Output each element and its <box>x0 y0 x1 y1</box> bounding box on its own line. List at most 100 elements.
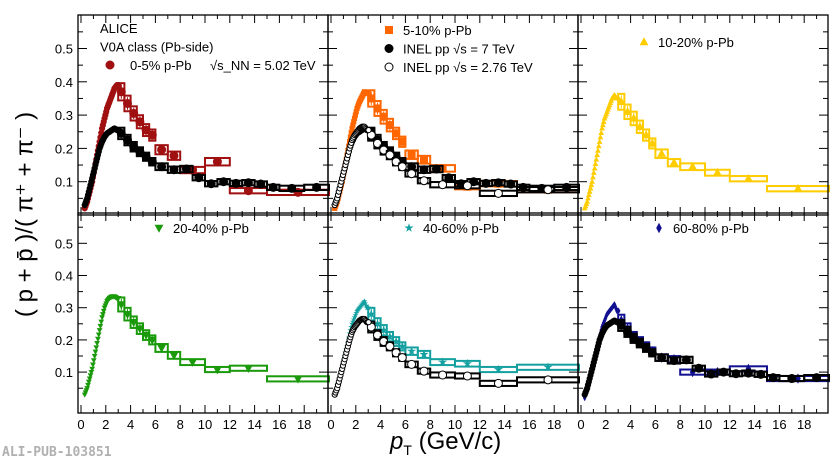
x-tick-label: 2 <box>602 417 609 432</box>
data-point <box>543 375 553 385</box>
series-pp7 <box>81 125 331 209</box>
data-point <box>353 109 359 115</box>
legend-marker <box>105 60 115 70</box>
legend-marker <box>384 62 394 72</box>
data-point <box>379 112 388 121</box>
x-tick-label: 18 <box>297 417 311 432</box>
data-point <box>219 177 229 187</box>
data-point <box>612 301 617 308</box>
legend-entry: 10-20% p-Pb <box>658 35 734 50</box>
data-point <box>115 126 122 134</box>
legend-entry: INEL pp √s = 2.76 TeV <box>403 60 533 75</box>
y-tick-label: 0.4 <box>55 269 73 284</box>
syst-box <box>635 119 644 134</box>
x-axis-label-unit: (GeV/c) <box>411 428 502 455</box>
data-point <box>493 364 503 374</box>
data-point <box>614 305 618 313</box>
x-tick-label: 16 <box>272 417 286 432</box>
data-point <box>97 323 104 330</box>
y-tick-label: 0.2 <box>55 333 73 348</box>
data-point <box>641 343 651 353</box>
data-point <box>420 155 428 164</box>
data-point <box>601 321 605 329</box>
legend-marker <box>154 224 164 233</box>
data-point <box>600 121 606 128</box>
data-point <box>623 327 632 337</box>
syst-box <box>648 137 657 150</box>
data-point <box>795 373 801 384</box>
data-point <box>493 188 503 198</box>
panel-4: 0.1 0.2 0.3 0.4 0.5 0 2 4 6 8 10 12 14 16 18 20-40% p-P… <box>55 212 330 432</box>
x-tick-label: 6 <box>652 417 659 432</box>
y-tick-label: 0.2 <box>55 141 73 156</box>
data-point <box>129 108 139 118</box>
syst-box <box>135 322 145 335</box>
data-point <box>115 295 122 302</box>
data-point <box>312 182 322 192</box>
data-point <box>141 331 151 340</box>
data-point <box>493 378 503 388</box>
data-point <box>90 362 96 368</box>
data-point <box>361 298 368 304</box>
data-point <box>349 318 356 325</box>
data-point <box>243 178 253 188</box>
data-point <box>385 341 395 351</box>
data-point <box>96 328 103 334</box>
x-tick-label: 16 <box>772 417 786 432</box>
data-point <box>397 162 407 172</box>
x-tick-label: 6 <box>152 417 159 432</box>
data-point <box>595 143 602 149</box>
x-tick-label: 8 <box>177 417 184 432</box>
data-point <box>231 178 241 188</box>
data-point <box>116 87 126 97</box>
data-point <box>438 357 448 366</box>
data-point <box>590 174 596 180</box>
data-point <box>169 151 179 161</box>
x-tick-label: 12 <box>223 417 237 432</box>
data-point <box>598 129 605 135</box>
data-point <box>84 386 91 392</box>
data-point <box>362 300 369 306</box>
data-point <box>379 325 389 335</box>
data-point <box>603 315 608 322</box>
panel-frame <box>577 212 829 414</box>
data-point <box>585 195 591 201</box>
x-tick-label: 14 <box>247 417 261 432</box>
data-point <box>89 366 96 373</box>
x-tick-label: 18 <box>797 417 811 432</box>
data-point <box>157 344 166 353</box>
data-point <box>373 330 382 340</box>
x-tick-label: 16 <box>522 417 536 432</box>
data-point <box>367 94 376 103</box>
data-point <box>743 368 753 378</box>
data-point <box>95 336 101 342</box>
data-point <box>391 157 401 167</box>
panel-3: 10-20% p-Pb <box>577 14 830 216</box>
syst-box <box>117 296 126 313</box>
data-point <box>506 179 516 189</box>
data-point <box>615 95 622 101</box>
data-point <box>397 353 407 363</box>
data-point <box>585 191 592 198</box>
data-point <box>91 353 98 360</box>
syst-box <box>129 315 138 329</box>
data-point <box>287 183 297 193</box>
data-point <box>592 160 599 167</box>
legend-entry: 40-60% p-Pb <box>423 221 499 236</box>
x-axis-label-p: p <box>390 428 404 455</box>
data-point <box>391 348 401 358</box>
x-tick-label: 10 <box>198 417 212 432</box>
data-point <box>157 162 167 172</box>
data-point <box>407 359 417 369</box>
data-point <box>419 366 429 376</box>
syst-box <box>629 110 638 127</box>
data-point <box>669 356 679 366</box>
data-point <box>244 365 253 374</box>
data-point <box>756 369 766 379</box>
data-point <box>350 122 356 128</box>
data-point <box>596 138 603 144</box>
data-point <box>462 358 472 368</box>
legend-entry: INEL pp √s = 7 TeV <box>403 42 515 57</box>
data-point <box>147 157 157 167</box>
